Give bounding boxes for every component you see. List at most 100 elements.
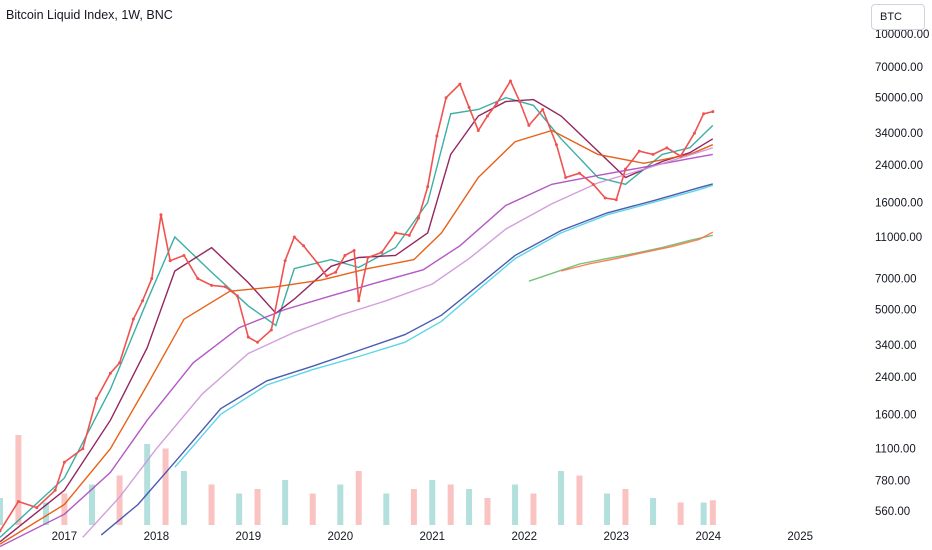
volume-bar [309,493,316,525]
y-tick-label: 3400.00 [875,340,917,352]
price-point [467,105,471,109]
y-tick-label: 100000.00 [875,29,929,41]
price-point [495,101,499,105]
ma-line [82,147,714,538]
price-point [564,176,568,180]
price-point [95,396,99,400]
volume-bar [337,484,344,525]
price-point [325,274,329,278]
y-tick-label: 2400.00 [875,372,917,384]
y-tick-label: 780.00 [875,475,910,487]
price-point [53,488,57,492]
price-point [637,149,641,153]
volume-bar [116,475,123,525]
price-point [118,361,122,365]
volume-bar [0,498,3,525]
volume-bar [530,493,537,525]
volume-bar [208,484,215,525]
ma-line [560,231,714,272]
volume-bar [61,493,68,525]
y-tick-label: 16000.00 [875,198,923,210]
price-point [62,460,66,464]
price-line [0,79,713,532]
price-point [131,317,135,321]
y-tick-label: 24000.00 [875,160,923,172]
price-point [210,283,214,287]
price-point [444,96,448,100]
price-point [518,99,522,103]
volume-bar [604,493,611,525]
volume-bar [622,489,629,525]
price-point [435,134,439,138]
x-tick-label: 2023 [603,531,629,543]
price-point [623,167,627,171]
price-point [426,185,430,189]
y-tick-label: 1600.00 [875,409,917,421]
symbol-input[interactable]: BTC [871,4,925,30]
price-point [380,250,384,254]
price-point [527,123,531,127]
price-point [196,277,200,281]
price-point [394,231,398,235]
volume-bar [162,448,169,525]
price-point [302,244,306,248]
volume-bar [484,498,491,525]
y-tick-label: 70000.00 [875,62,923,74]
volume-bar [144,444,151,525]
price-point [150,277,154,281]
price-point [417,216,421,220]
x-tick-label: 2020 [328,531,354,543]
volume-bar [410,489,417,525]
volume-bar [576,475,583,525]
price-point [223,285,227,289]
price-point [35,506,39,510]
price-point [343,253,347,257]
price-point [246,335,250,339]
ma-line [0,98,714,543]
price-point [554,143,558,147]
price-point [665,146,669,150]
volume-bar [282,480,289,525]
x-tick-label: 2024 [695,531,721,543]
price-point [108,371,112,375]
x-tick-label: 2021 [420,531,446,543]
volume-bar [15,435,22,525]
volume-bar [677,502,684,525]
price-point [81,447,85,451]
chart-title: Bitcoin Liquid Index, 1W, BNC [6,8,173,22]
y-tick-label: 7000.00 [875,274,917,286]
ma-line [0,153,713,548]
price-point [182,253,186,257]
price-point [0,529,2,533]
price-point [352,248,356,252]
price-point [603,196,607,200]
price-point [692,131,696,135]
volume-bar [447,484,454,525]
x-tick-label: 2019 [236,531,262,543]
x-tick-label: 2022 [511,531,537,543]
price-point [591,182,595,186]
price-point [541,107,545,111]
y-tick-label: 1100.00 [875,444,916,456]
ma-line [174,184,714,468]
ma-line [100,183,713,536]
price-point [168,259,172,263]
price-point [651,152,655,156]
y-tick-label: 560.00 [875,506,910,518]
price-point [269,328,273,332]
price-point [577,171,581,175]
volume-bar [709,500,716,525]
price-point [711,110,715,114]
price-point [16,499,20,503]
price-point [357,299,361,303]
x-tick-label: 2018 [144,531,170,543]
price-point [315,261,319,265]
price-point [702,112,706,116]
volume-bar [254,489,261,525]
volume-bar [383,493,390,525]
volume-bar [512,484,519,525]
price-point [283,259,287,263]
y-tick-label: 34000.00 [875,128,923,140]
